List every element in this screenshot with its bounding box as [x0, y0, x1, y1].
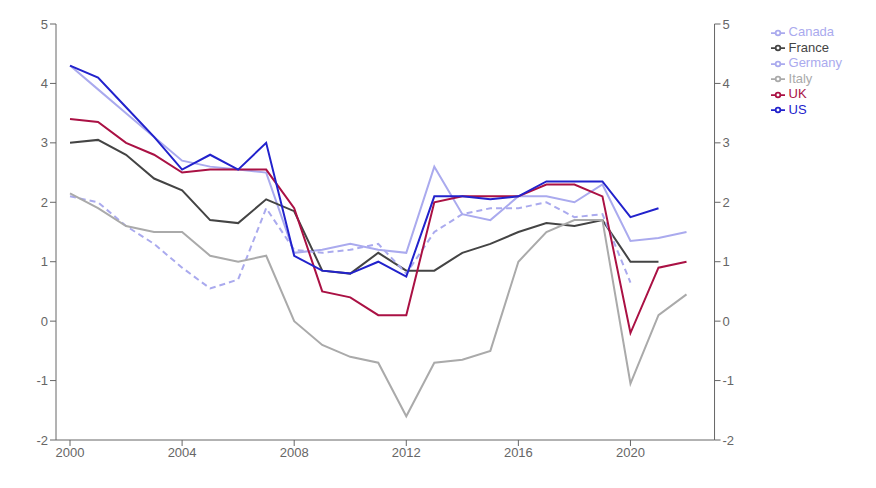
svg-text:-1: -1 — [723, 373, 735, 388]
svg-text:-2: -2 — [36, 433, 48, 448]
svg-text:2020: 2020 — [616, 445, 645, 460]
html-text:Canada: Canada — [788, 24, 835, 39]
svg-text:1: 1 — [723, 254, 730, 269]
svg-text:2012: 2012 — [392, 445, 421, 460]
svg-text:5: 5 — [41, 17, 48, 32]
html-text:US: US — [788, 101, 807, 117]
svg-text:2016: 2016 — [504, 445, 533, 460]
svg-text:3: 3 — [41, 135, 48, 150]
svg-text:3: 3 — [723, 135, 730, 150]
svg-text:2: 2 — [41, 195, 48, 210]
html-text:UK: UK — [788, 86, 807, 102]
html-text:Italy: Italy — [788, 70, 813, 86]
svg-text:2000: 2000 — [56, 445, 85, 460]
svg-text:4: 4 — [41, 76, 48, 91]
svg-text:1: 1 — [41, 254, 48, 269]
html-text:France: France — [788, 39, 829, 55]
svg-text:-2: -2 — [723, 433, 735, 448]
svg-text:4: 4 — [723, 76, 730, 91]
svg-text:0: 0 — [723, 314, 730, 329]
svg-text:0: 0 — [41, 314, 48, 329]
svg-text:2008: 2008 — [280, 445, 309, 460]
svg-text:-1: -1 — [36, 373, 48, 388]
html-text:Germany: Germany — [788, 55, 842, 71]
svg-text:2004: 2004 — [168, 445, 197, 460]
svg-text:5: 5 — [723, 17, 730, 32]
svg-text:2: 2 — [723, 195, 730, 210]
